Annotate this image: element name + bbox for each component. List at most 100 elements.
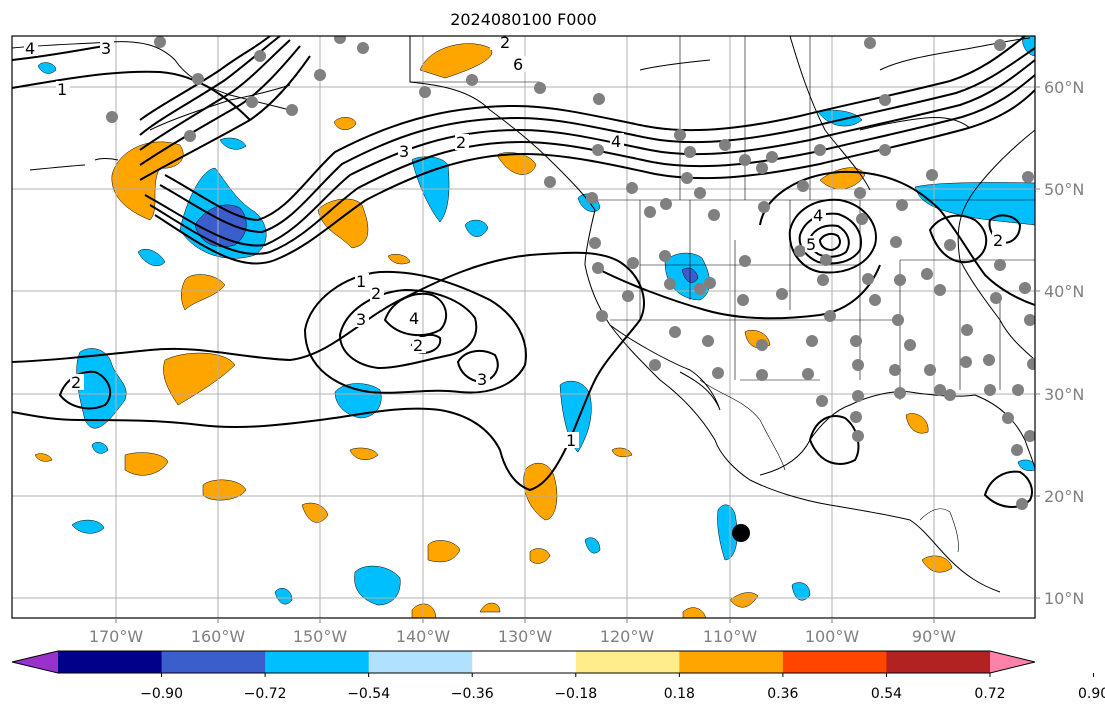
contour-label: 2 (71, 373, 81, 392)
orange-region (479, 602, 501, 613)
map-title: 2024080100 F000 (450, 10, 597, 29)
contour-label: 3 (477, 370, 487, 389)
colorbar-segment (782, 651, 887, 673)
contour-lines (12, 36, 1035, 508)
contour-label: 2 (371, 284, 381, 303)
lat-label: 50°N (1044, 180, 1084, 199)
latitude-labels: 60°N 50°N 40°N 30°N 20°N 10°N (1044, 78, 1084, 608)
lon-label: 130°W (498, 627, 553, 646)
contour-label: 1 (57, 80, 67, 99)
lon-label: 160°W (191, 627, 246, 646)
orange-region (529, 548, 551, 564)
orange-region (34, 453, 53, 462)
colorbar-segment (161, 651, 266, 673)
contour-label: 3 (356, 310, 366, 329)
colorbar-tick-label: −0.72 (244, 686, 287, 702)
colorbar-segment (58, 651, 163, 673)
map-frame (11, 35, 1036, 619)
orange-region (333, 117, 357, 130)
lon-label: 140°W (396, 627, 451, 646)
colorbar: −0.90 −0.72 −0.54 −0.36 −0.18 0.18 0.36 0.54 0.7… (11, 650, 1105, 702)
colorbar-segment (265, 651, 370, 673)
lon-label: 150°W (293, 627, 348, 646)
colorbar-tick-label: 0.90 (1078, 686, 1105, 702)
contour-label: 4 (813, 206, 823, 225)
contour-label: 4 (409, 309, 419, 328)
station-marker-black-dot (732, 524, 750, 542)
colorbar-segment (472, 651, 577, 673)
blue-region (71, 519, 105, 534)
contour-label: 1 (356, 272, 366, 291)
longitude-labels: 170°W 160°W 150°W 140°W 130°W 120°W 110°… (89, 627, 956, 646)
map-panel: 4 3 1 6 3 2 4 1 2 2 3 4 2 3 2 1 4 5 2 (12, 33, 1035, 618)
contour-label: 4 (611, 132, 621, 151)
colorbar-tick-label: −0.90 (140, 686, 183, 702)
blue-region (37, 62, 57, 74)
blue-region (137, 248, 166, 267)
colorbar-tick-label: 0.36 (767, 686, 798, 702)
colorbar-tick-label: −0.36 (451, 686, 494, 702)
orange-region (301, 502, 329, 523)
lat-label: 40°N (1044, 282, 1084, 301)
station-dots (106, 36, 1035, 510)
lon-label: 110°W (703, 627, 758, 646)
orange-region (496, 152, 537, 175)
colorbar-extend-high (990, 651, 1035, 673)
blue-region (717, 504, 738, 561)
orange-region (427, 540, 461, 563)
blue-region (1017, 459, 1035, 471)
contour-label: 5 (806, 235, 816, 254)
colorbar-tick-label: 0.72 (974, 686, 1005, 702)
orange-region (729, 592, 759, 608)
lon-label: 90°W (912, 627, 956, 646)
colorbar-segment (575, 651, 680, 673)
contour-label: 2 (456, 133, 466, 152)
orange-region (387, 254, 411, 265)
blue-region (559, 380, 592, 453)
colorbar-segment (679, 651, 784, 673)
orange-region (921, 555, 953, 573)
contour-label: 3 (101, 39, 111, 58)
colorbar-segment (886, 651, 991, 673)
blue-region (464, 219, 489, 237)
colorbar-tick-label: 0.54 (871, 686, 902, 702)
lat-label: 10°N (1044, 589, 1084, 608)
contour-label: 4 (25, 39, 35, 58)
colorbar-tick-label: −0.54 (347, 686, 390, 702)
blue-region (274, 588, 293, 605)
contour-labels: 4 3 1 6 3 2 4 1 2 2 3 4 2 3 2 1 4 5 2 (24, 33, 1006, 450)
contour-label: 3 (399, 142, 409, 161)
lat-label: 20°N (1044, 487, 1084, 506)
orange-region (349, 447, 379, 460)
orange-region (181, 274, 226, 311)
blue-region (194, 204, 247, 248)
coastlines (12, 36, 1035, 593)
contour-label: 1 (566, 431, 576, 450)
contour-label: 2 (413, 336, 423, 355)
lat-label: 60°N (1044, 78, 1084, 97)
contour-label: 2 (993, 231, 1003, 250)
orange-region (682, 607, 707, 618)
colorbar-outline (11, 650, 1036, 674)
blue-region (219, 137, 247, 150)
colorbar-extend-low (12, 651, 58, 673)
orange-region (124, 452, 169, 476)
contour-label: 2 (500, 33, 510, 52)
colorbar-tick-label: 0.18 (664, 686, 695, 702)
orange-region (905, 413, 929, 434)
blue-region (791, 582, 811, 601)
lon-label: 170°W (89, 627, 144, 646)
blue-region (91, 442, 109, 454)
orange-region (411, 603, 437, 618)
contour-label: 6 (513, 55, 523, 74)
colorbar-tick-label: −0.18 (554, 686, 597, 702)
lon-label: 100°W (805, 627, 860, 646)
orange-region (202, 479, 247, 501)
colorbar-segment (368, 651, 473, 673)
blue-region (584, 537, 601, 554)
axis-ticks (115, 86, 1040, 623)
orange-region (163, 352, 236, 406)
lon-label: 120°W (600, 627, 655, 646)
lat-label: 30°N (1044, 385, 1084, 404)
